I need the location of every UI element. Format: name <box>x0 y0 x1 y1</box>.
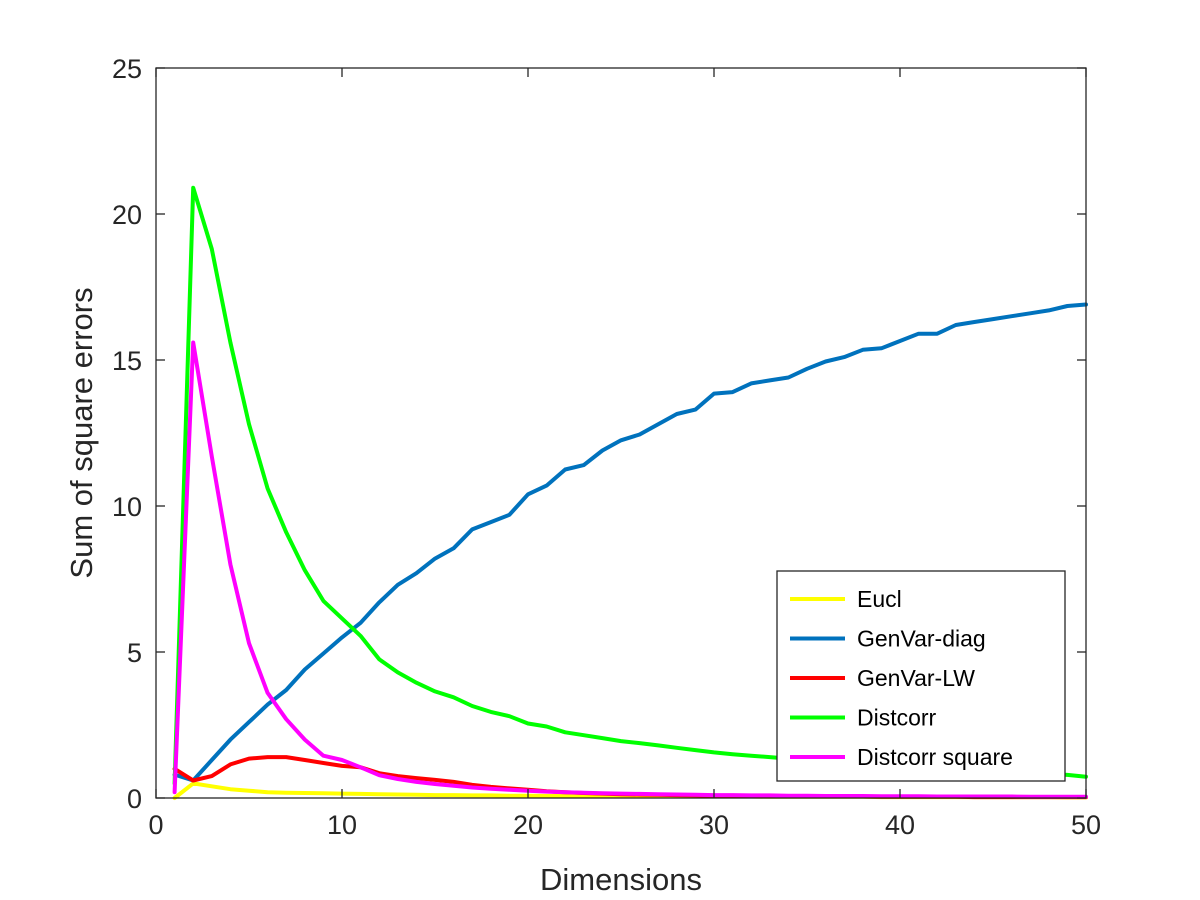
y-tick-label: 15 <box>112 346 142 376</box>
legend-label-4: Distcorr square <box>857 744 1013 770</box>
y-axis-title: Sum of square errors <box>64 287 99 578</box>
series-line-4 <box>172 340 1088 799</box>
legend-label-1: GenVar-diag <box>857 626 986 652</box>
x-tick-label: 20 <box>513 810 543 840</box>
y-tick-label: 0 <box>127 784 142 814</box>
legend-label-0: Eucl <box>857 586 902 612</box>
series-layer <box>172 185 1088 800</box>
y-tick-label: 20 <box>112 200 142 230</box>
legend-label-2: GenVar-LW <box>857 665 975 691</box>
y-tick-label: 5 <box>127 638 142 668</box>
x-tick-label: 40 <box>885 810 915 840</box>
x-tick-label: 0 <box>148 810 163 840</box>
y-tick-label: 25 <box>112 54 142 84</box>
x-tick-label: 30 <box>699 810 729 840</box>
y-tick-label: 10 <box>112 492 142 522</box>
x-axis-title: Dimensions <box>540 862 702 897</box>
legend-label-3: Distcorr <box>857 705 937 731</box>
legend: Eucl GenVar-diag GenVar-LW Distcorr Distcorr… <box>776 570 1066 782</box>
series-line-1 <box>172 302 1088 783</box>
x-tick-label: 10 <box>327 810 357 840</box>
axes-box <box>155 67 1087 799</box>
x-tick-label: 50 <box>1071 810 1101 840</box>
axes-layer: 0 10 20 30 40 50 0 5 10 15 20 25 <box>112 54 1101 840</box>
